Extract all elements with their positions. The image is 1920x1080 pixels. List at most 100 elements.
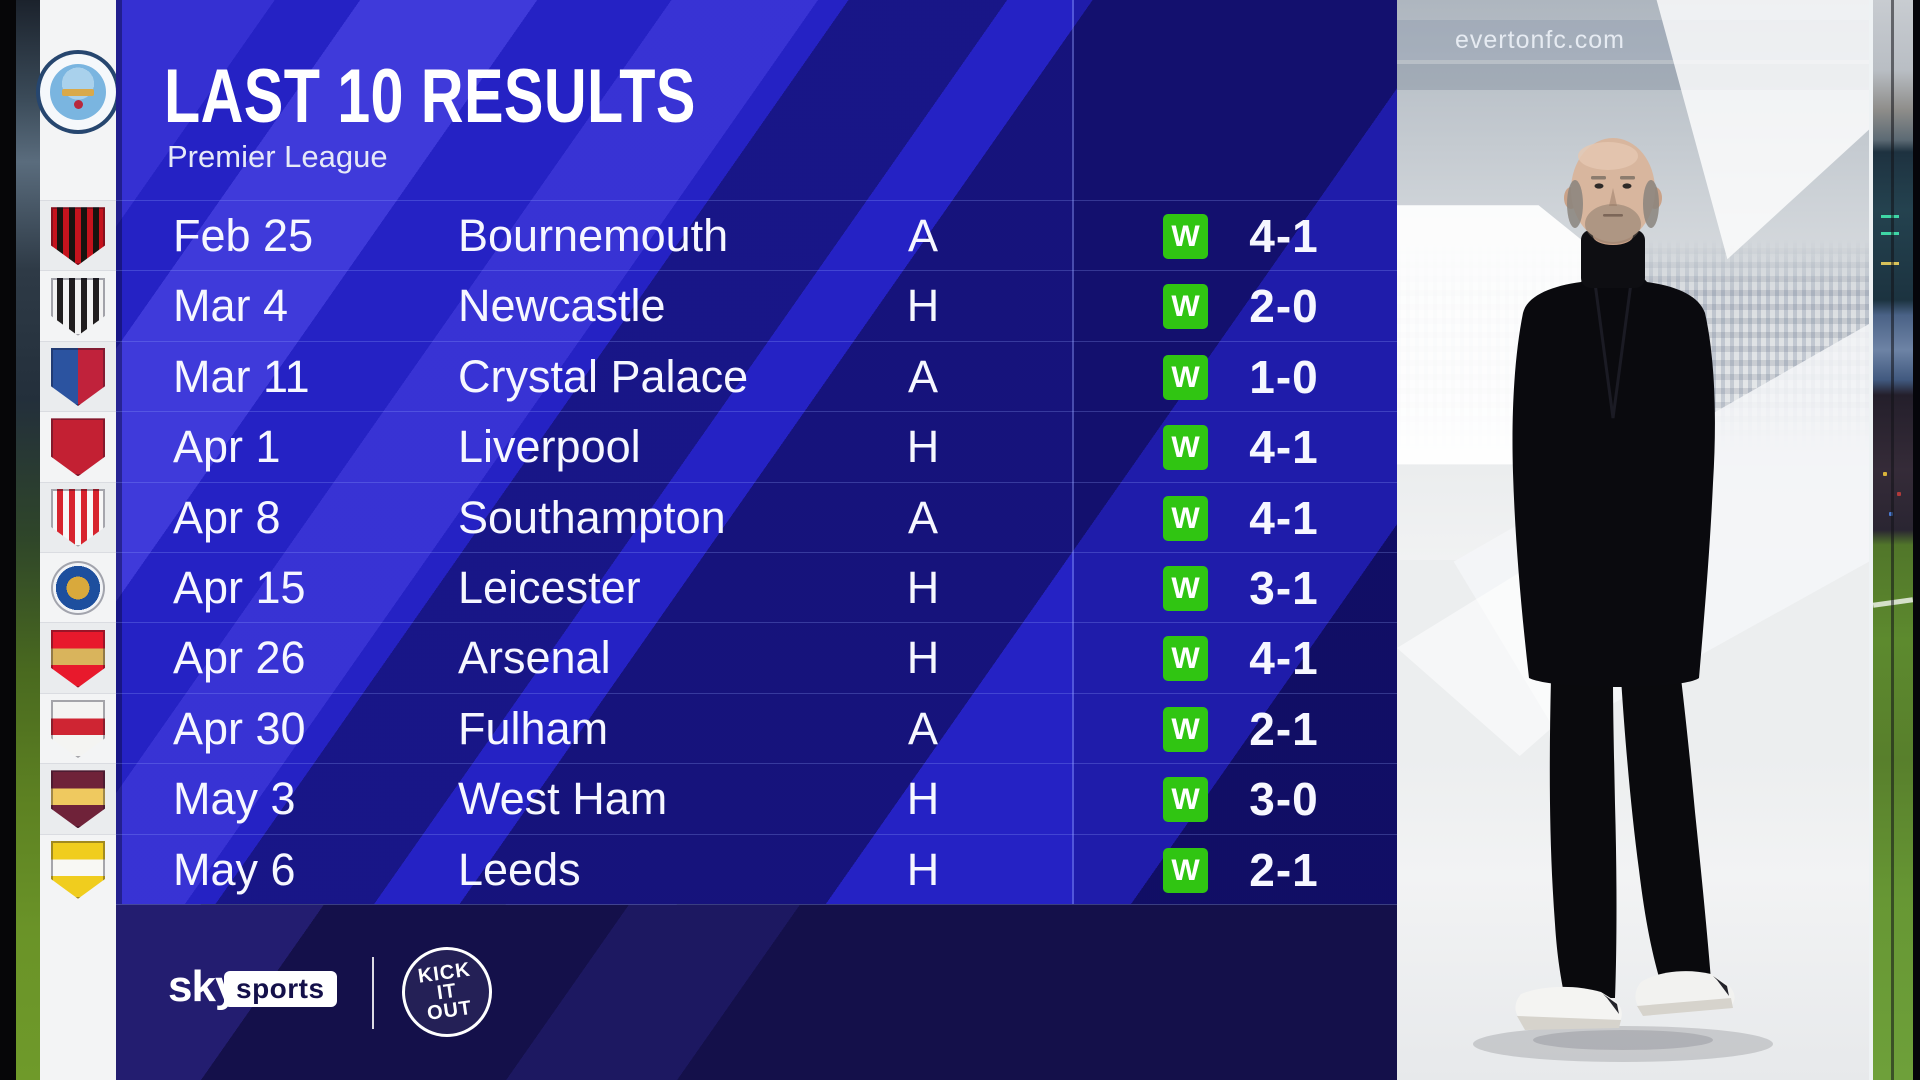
- newcastle-crest-icon: [51, 277, 105, 336]
- pep-guardiola-photo: [1473, 138, 1773, 1062]
- opponent-name: Fulham: [458, 702, 609, 754]
- crest-cell: [40, 340, 116, 412]
- score: 4-1: [1249, 210, 1319, 262]
- match-date: May 6: [173, 843, 296, 895]
- result-row: Mar 4 Newcastle H W 2-0: [116, 270, 1397, 341]
- result-row: May 3 West Ham H W 3-0: [116, 763, 1397, 834]
- venue-indicator: H: [906, 632, 940, 684]
- match-date: Mar 4: [173, 280, 289, 332]
- result-badge: W: [1163, 214, 1208, 259]
- crest-cell: [40, 833, 116, 905]
- mc-crest-rose: [74, 100, 83, 109]
- crest-cell: [40, 763, 116, 834]
- opponent-name: Leeds: [458, 843, 581, 895]
- venue-indicator: H: [906, 843, 940, 895]
- result-row: Apr 15 Leicester H W 3-1: [116, 552, 1397, 623]
- opponent-name: Arsenal: [458, 632, 611, 684]
- result-badge: W: [1163, 706, 1208, 752]
- footer-band: sky sports KICK IT OUT: [116, 904, 1397, 1080]
- venue-indicator: A: [907, 702, 939, 754]
- glass-highlight-line: [1869, 0, 1873, 1080]
- result-row: Apr 8 Southampton A W 4-1: [116, 481, 1397, 553]
- venue-indicator: A: [907, 210, 939, 261]
- venue-indicator: H: [906, 421, 940, 473]
- opponent-name: Newcastle: [458, 280, 666, 332]
- opponent-name: Liverpool: [458, 421, 641, 473]
- bournemouth-crest-icon: [51, 207, 105, 266]
- match-date: Apr 26: [173, 632, 306, 684]
- opponent-name: West Ham: [458, 773, 668, 825]
- match-date: May 3: [173, 773, 296, 825]
- live-video-content: [1872, 0, 1913, 1080]
- live-video-strip: [1869, 0, 1913, 1080]
- sky-sports-logo-box: sports: [224, 971, 337, 1007]
- page-title: LAST 10 RESULTS: [164, 54, 696, 139]
- result-row: Apr 1 Liverpool H W 4-1: [116, 411, 1397, 482]
- crest-cell: [40, 200, 116, 271]
- opponent-name: Crystal Palace: [458, 350, 749, 402]
- score: 2-1: [1249, 843, 1319, 896]
- score: 3-1: [1249, 562, 1319, 614]
- left-screen-edge: [0, 0, 16, 1080]
- result-row: Feb 25 Bournemouth A W 4-1: [116, 200, 1397, 271]
- match-date: Feb 25: [173, 210, 314, 261]
- result-badge: W: [1163, 847, 1208, 893]
- result-badge: W: [1163, 425, 1208, 471]
- crowd-speck: [1883, 472, 1887, 476]
- panel-left-shadow: [116, 0, 122, 1080]
- opponent-name: Leicester: [458, 562, 641, 613]
- video-frame-line: [1891, 0, 1894, 1080]
- score: 2-1: [1249, 702, 1319, 755]
- venue-indicator: H: [906, 562, 940, 613]
- venue-indicator: A: [907, 350, 939, 402]
- result-badge: W: [1163, 284, 1208, 330]
- kio-line-3: OUT: [425, 996, 474, 1025]
- venue-indicator: H: [906, 773, 940, 825]
- result-row: Mar 11 Crystal Palace A W 1-0: [116, 340, 1397, 412]
- score: 4-1: [1249, 421, 1319, 474]
- score: 4-1: [1249, 491, 1319, 544]
- photo-panel: evertonfc.com: [1397, 0, 1869, 1080]
- match-date: Apr 15: [173, 562, 306, 613]
- match-date: Apr 8: [173, 491, 281, 543]
- match-date: Apr 30: [173, 702, 306, 754]
- result-badge: W: [1163, 636, 1208, 682]
- fulham-crest-icon: [51, 699, 105, 758]
- result-badge: W: [1163, 495, 1208, 541]
- result-row: Apr 26 Arsenal H W 4-1: [116, 622, 1397, 693]
- west-ham-crest-icon: [51, 770, 105, 829]
- crest-cell: [40, 552, 116, 623]
- left-video-sliver: [16, 0, 40, 1080]
- result-column-shade: [1074, 0, 1397, 904]
- kick-it-out-logo: KICK IT OUT: [396, 941, 498, 1043]
- leicester-crest-icon: [51, 561, 105, 616]
- page-subtitle: Premier League: [167, 139, 388, 174]
- venue-indicator: A: [907, 491, 939, 543]
- crest-cell: [40, 270, 116, 341]
- column-divider-line: [1072, 0, 1074, 904]
- right-screen-edge: [1913, 0, 1920, 1080]
- crest-cell: [40, 622, 116, 693]
- scoreboard-text-fleck: [1881, 262, 1899, 265]
- scoreboard-text-fleck: [1881, 215, 1899, 218]
- result-badge: W: [1163, 777, 1208, 823]
- mc-crest-ship: [62, 89, 94, 96]
- crystal-palace-crest-icon: [51, 347, 105, 406]
- match-date: Apr 1: [173, 421, 281, 473]
- crest-cell: [40, 481, 116, 553]
- arsenal-crest-icon: [51, 629, 105, 688]
- leeds-crest-icon: [51, 840, 105, 899]
- results-table: Feb 25 Bournemouth A W 4-1 Mar 4 Newcast…: [116, 0, 1397, 904]
- logo-divider: [372, 957, 374, 1029]
- scoreboard-text-fleck: [1881, 232, 1899, 235]
- manchester-city-crest-icon: [36, 50, 120, 134]
- result-row: May 6 Leeds H W 2-1: [116, 833, 1397, 905]
- opponent-name: Bournemouth: [458, 210, 729, 261]
- opponent-name: Southampton: [458, 491, 726, 543]
- match-date: Mar 11: [173, 350, 310, 402]
- score: 4-1: [1249, 632, 1319, 685]
- results-panel: LAST 10 RESULTS Premier League Feb 25 Bo…: [116, 0, 1397, 1080]
- venue-indicator: H: [906, 280, 940, 332]
- score: 1-0: [1249, 350, 1319, 403]
